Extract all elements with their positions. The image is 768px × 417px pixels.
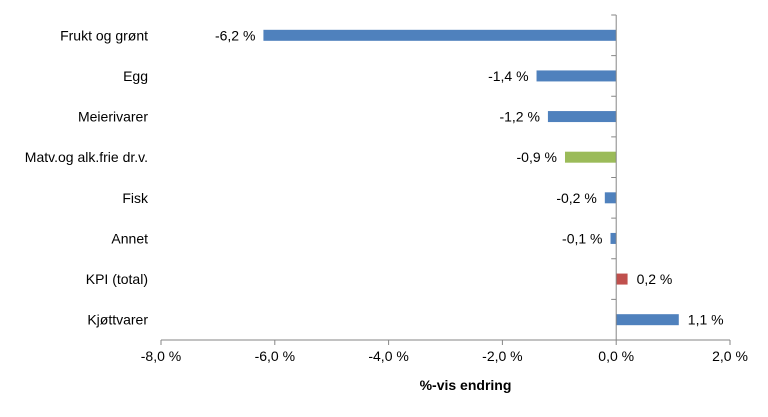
- x-tick-label: 0,0 %: [598, 348, 634, 364]
- category-label: Meierivarer: [78, 109, 148, 125]
- bar: [536, 70, 617, 82]
- x-tick-label: -8,0 %: [141, 348, 181, 364]
- data-label: 0,2 %: [637, 271, 673, 287]
- category-label: Matv.og alk.frie dr.v.: [25, 149, 148, 165]
- x-tick-label: -6,0 %: [255, 348, 295, 364]
- bar: [263, 29, 617, 41]
- x-axis-ticks: -8,0 % -6,0 % -4,0 % -2,0 % 0,0 % 2,0 %: [141, 14, 748, 364]
- data-label: -6,2 %: [215, 27, 255, 43]
- x-tick-label: -2,0 %: [482, 348, 522, 364]
- data-label: -0,9 %: [517, 149, 557, 165]
- bar: [547, 111, 617, 123]
- data-label: -1,4 %: [488, 68, 528, 84]
- x-tick-label: -4,0 %: [368, 348, 408, 364]
- category-label: Fisk: [122, 190, 149, 206]
- bar: [564, 151, 617, 163]
- category-label: Annet: [111, 230, 148, 246]
- category-label: Egg: [123, 68, 148, 84]
- category-label: KPI (total): [86, 271, 148, 287]
- category-label: Kjøttvarer: [87, 312, 148, 328]
- x-tick-label: 2,0 %: [712, 348, 748, 364]
- bar: [616, 314, 679, 326]
- bar: [616, 273, 628, 285]
- x-axis-title: %-vis endring: [420, 377, 512, 393]
- data-label: -1,2 %: [499, 109, 539, 125]
- data-label: 1,1 %: [688, 312, 724, 328]
- data-label: -0,1 %: [562, 230, 602, 246]
- data-labels: -6,2 % -1,4 % -1,2 % -0,9 % -0,2 % -0,1 % 0,2 …: [215, 27, 724, 327]
- bar: [604, 192, 617, 204]
- category-labels: Frukt og grønt Egg Meierivarer Matv.og alk.…: [25, 27, 149, 327]
- bars: [263, 29, 679, 326]
- category-label: Frukt og grønt: [60, 27, 148, 43]
- data-label: -0,2 %: [556, 190, 596, 206]
- bar: [610, 232, 617, 244]
